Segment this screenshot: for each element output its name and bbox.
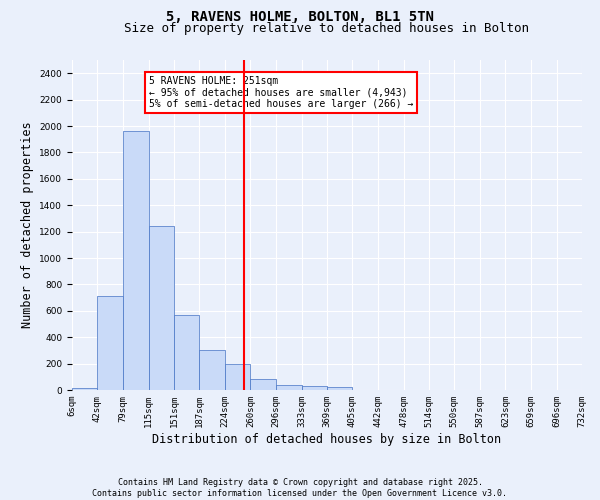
Title: Size of property relative to detached houses in Bolton: Size of property relative to detached ho… (125, 22, 530, 35)
Bar (199, 350, 225, 390)
Bar (123, 132, 149, 390)
Text: 5, RAVENS HOLME, BOLTON, BL1 5TN: 5, RAVENS HOLME, BOLTON, BL1 5TN (166, 10, 434, 24)
Bar (149, 226, 174, 390)
Text: 5 RAVENS HOLME: 251sqm
← 95% of detached houses are smaller (4,943)
5% of semi-d: 5 RAVENS HOLME: 251sqm ← 95% of detached… (149, 76, 413, 109)
X-axis label: Distribution of detached houses by size in Bolton: Distribution of detached houses by size … (152, 432, 502, 446)
Bar (276, 384, 302, 390)
Bar (225, 364, 250, 390)
Bar (174, 315, 199, 390)
Text: Contains HM Land Registry data © Crown copyright and database right 2025.
Contai: Contains HM Land Registry data © Crown c… (92, 478, 508, 498)
Bar (302, 386, 327, 390)
Y-axis label: Number of detached properties: Number of detached properties (21, 122, 34, 328)
Bar (327, 388, 352, 390)
Bar (97, 296, 123, 390)
Bar (72, 388, 97, 390)
Bar (250, 380, 276, 390)
